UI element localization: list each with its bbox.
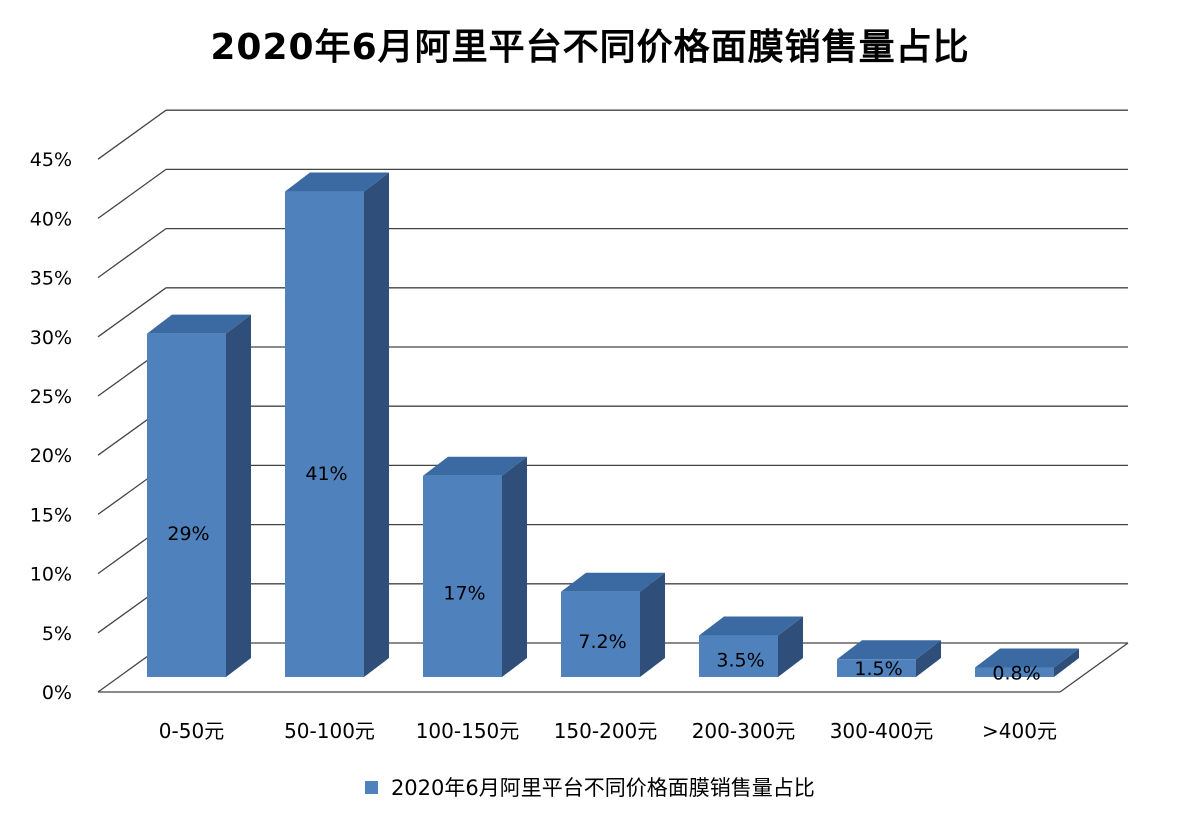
bar-side bbox=[226, 314, 251, 677]
y-tick-label: 35% bbox=[30, 268, 72, 290]
bar-top bbox=[837, 640, 941, 660]
x-tick-label: >400元 bbox=[982, 719, 1057, 743]
bar-side bbox=[364, 172, 389, 677]
bar-side bbox=[502, 456, 527, 677]
x-tick-label: 300-400元 bbox=[830, 719, 934, 743]
bar-top bbox=[285, 172, 389, 192]
legend: 2020年6月阿里平台不同价格面膜销售量占比 bbox=[0, 772, 1180, 802]
gridline-side-9 bbox=[97, 109, 167, 160]
bar-side bbox=[1054, 648, 1079, 677]
y-tick-label: 20% bbox=[30, 445, 72, 467]
y-tick-label: 5% bbox=[42, 623, 72, 645]
y-tick-label: 45% bbox=[30, 149, 72, 171]
bar-top bbox=[561, 572, 665, 592]
y-tick-label: 10% bbox=[30, 564, 72, 586]
data-label: 3.5% bbox=[716, 650, 764, 672]
gridline-side-8 bbox=[97, 168, 167, 219]
x-tick-label: 50-100元 bbox=[284, 719, 375, 743]
y-tick-label: 25% bbox=[30, 386, 72, 408]
x-tick-label: 100-150元 bbox=[416, 719, 520, 743]
x-tick-label: 150-200元 bbox=[554, 719, 658, 743]
bar bbox=[147, 333, 226, 677]
bar bbox=[975, 667, 1054, 677]
chart-title: 2020年6月阿里平台不同价格面膜销售量占比 bbox=[210, 27, 970, 68]
x-tick-label: 0-50元 bbox=[159, 719, 224, 743]
data-label: 7.2% bbox=[578, 631, 626, 653]
data-label: 17% bbox=[443, 582, 485, 604]
y-tick-label: 40% bbox=[30, 208, 72, 230]
bar-top bbox=[147, 314, 251, 334]
gridline-side-6 bbox=[97, 287, 167, 338]
bar-side bbox=[640, 572, 665, 677]
floor-right-edge bbox=[1059, 642, 1129, 693]
y-tick-label: 15% bbox=[30, 504, 72, 526]
gridline-side-7 bbox=[97, 228, 167, 279]
legend-label: 2020年6月阿里平台不同价格面膜销售量占比 bbox=[390, 776, 815, 800]
x-tick-label: 200-300元 bbox=[692, 719, 796, 743]
y-tick-label: 0% bbox=[42, 682, 72, 704]
legend-swatch bbox=[365, 780, 379, 794]
bar-side bbox=[916, 640, 941, 677]
bar bbox=[561, 591, 640, 677]
bar bbox=[285, 191, 364, 677]
bar bbox=[837, 659, 916, 677]
data-label: 0.8% bbox=[992, 662, 1040, 684]
bar-top bbox=[423, 456, 527, 476]
bar bbox=[423, 475, 502, 677]
bar-top bbox=[699, 616, 803, 636]
bar-side bbox=[778, 616, 803, 677]
data-label: 41% bbox=[305, 463, 347, 485]
bar bbox=[699, 635, 778, 677]
bar-top bbox=[975, 648, 1079, 668]
data-label: 29% bbox=[167, 523, 209, 545]
y-tick-label: 30% bbox=[30, 327, 72, 349]
data-label: 1.5% bbox=[854, 658, 902, 680]
